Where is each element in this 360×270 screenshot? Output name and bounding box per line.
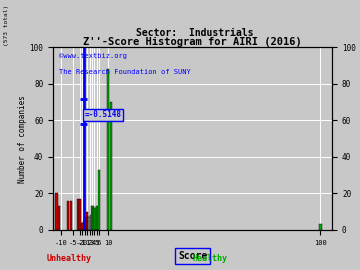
Bar bbox=[84, 217, 86, 230]
Bar bbox=[93, 208, 95, 230]
Bar bbox=[87, 217, 89, 230]
Bar bbox=[58, 206, 60, 230]
Bar bbox=[55, 193, 58, 230]
Bar bbox=[98, 170, 100, 230]
Bar bbox=[85, 217, 87, 230]
Y-axis label: Number of companies: Number of companies bbox=[18, 95, 27, 183]
Bar bbox=[86, 212, 88, 230]
Text: ©www.textbiz.org: ©www.textbiz.org bbox=[59, 53, 127, 59]
Text: =-0.5148: =-0.5148 bbox=[85, 110, 122, 119]
Bar bbox=[79, 199, 81, 230]
Bar bbox=[82, 221, 85, 230]
Bar bbox=[92, 206, 94, 230]
Bar bbox=[89, 217, 91, 230]
Text: Unhealthy: Unhealthy bbox=[47, 254, 92, 262]
Bar bbox=[319, 224, 321, 230]
X-axis label: Score: Score bbox=[178, 251, 207, 261]
Bar bbox=[97, 208, 99, 230]
Text: (573 total): (573 total) bbox=[4, 4, 9, 46]
Text: The Research Foundation of SUNY: The Research Foundation of SUNY bbox=[59, 69, 190, 75]
Bar bbox=[77, 199, 79, 230]
Bar bbox=[67, 201, 69, 230]
Bar bbox=[107, 69, 109, 230]
Bar bbox=[91, 206, 93, 230]
Title: Z''-Score Histogram for AIRI (2016): Z''-Score Histogram for AIRI (2016) bbox=[83, 37, 302, 47]
Bar bbox=[94, 208, 96, 230]
Bar bbox=[69, 201, 72, 230]
Bar bbox=[110, 102, 112, 230]
Text: Sector:  Industrials: Sector: Industrials bbox=[136, 28, 253, 38]
Bar bbox=[90, 215, 92, 230]
Bar bbox=[81, 222, 84, 230]
Bar bbox=[95, 206, 98, 230]
Text: Healthy: Healthy bbox=[192, 254, 227, 262]
